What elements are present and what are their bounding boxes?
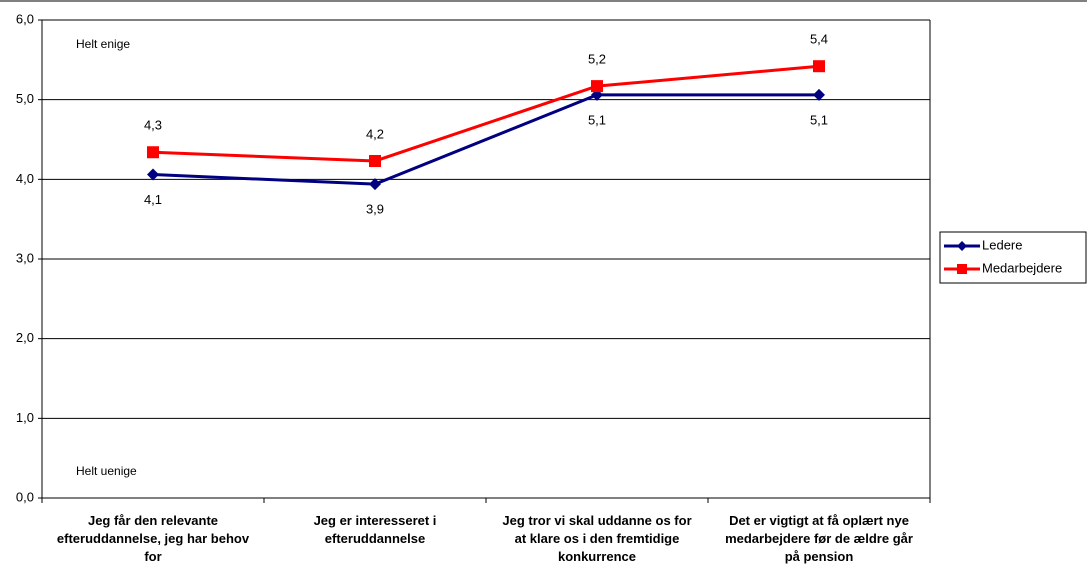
marker <box>813 88 825 101</box>
y-tick-label: 4,0 <box>16 171 34 186</box>
data-label: 5,1 <box>810 112 828 127</box>
x-tick-label: Det er vigtigt at få oplært nye medarbej… <box>725 513 913 564</box>
marker <box>147 146 159 159</box>
data-label: 3,9 <box>366 202 384 217</box>
marker <box>591 80 603 93</box>
x-tick-label: Jeg tror vi skal uddanne os for at klare… <box>502 513 692 564</box>
data-label: 4,3 <box>144 118 162 133</box>
data-label: 4,1 <box>144 192 162 207</box>
marker <box>369 178 381 191</box>
legend-label: Medarbejdere <box>982 260 1062 275</box>
y-tick-label: 5,0 <box>16 91 34 106</box>
x-tick-label: Jeg er interesseret i efteruddannelse <box>313 513 437 546</box>
y-tick-label: 1,0 <box>16 410 34 425</box>
marker <box>369 155 381 168</box>
legend-label: Ledere <box>982 237 1022 252</box>
data-label: 5,1 <box>588 112 606 127</box>
y-tick-label: 2,0 <box>16 330 34 345</box>
x-tick-label: Jeg får den relevante efteruddannelse, j… <box>56 513 250 564</box>
data-label: 5,4 <box>810 32 828 47</box>
marker <box>147 168 159 181</box>
data-label: 4,2 <box>366 126 384 141</box>
series-line <box>152 93 819 186</box>
legend-marker <box>957 264 967 274</box>
y-tick-label: 6,0 <box>16 11 34 26</box>
legend-marker <box>957 241 967 251</box>
data-label: 5,2 <box>588 52 606 67</box>
y-tick-label: 0,0 <box>16 489 34 504</box>
y-tick-label: 3,0 <box>16 250 34 265</box>
marker <box>813 60 825 73</box>
series-line <box>152 64 820 163</box>
annotation: Helt enige <box>76 37 130 51</box>
annotation: Helt uenige <box>76 464 137 478</box>
legend-box <box>939 231 1087 284</box>
